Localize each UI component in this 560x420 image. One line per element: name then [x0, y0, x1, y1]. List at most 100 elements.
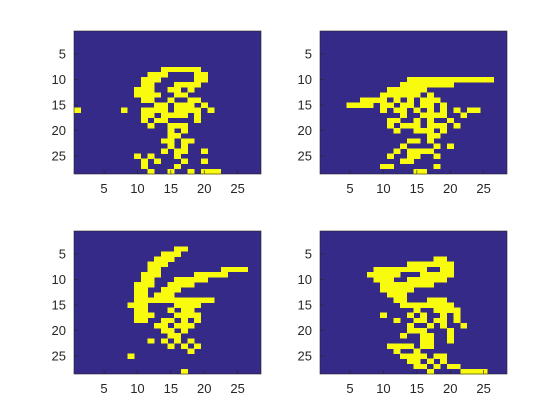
- pixel-on: [180, 92, 188, 98]
- pixel-on: [160, 138, 168, 144]
- pixel-on: [393, 148, 401, 154]
- pixel-on: [426, 271, 434, 278]
- pixel-on: [380, 276, 388, 283]
- pixel-on: [400, 102, 408, 108]
- pixel-on: [406, 153, 414, 159]
- pixel-on: [140, 87, 148, 93]
- pixel-on: [174, 276, 182, 283]
- pixel-on: [180, 148, 188, 154]
- pixel-on: [207, 168, 215, 175]
- pixel-on: [167, 297, 175, 303]
- pixel-on: [380, 102, 388, 108]
- pixel-on: [393, 348, 401, 354]
- pixel-on: [406, 276, 414, 283]
- pixel-on: [413, 138, 421, 144]
- pixel-on: [160, 102, 168, 108]
- pixel-on: [400, 107, 408, 114]
- pixel-on: [194, 97, 202, 103]
- pixel-on: [167, 112, 175, 119]
- pixel-on: [460, 322, 468, 329]
- pixel-on: [174, 282, 182, 288]
- pixel-on: [180, 138, 188, 144]
- pixel-on: [194, 312, 202, 319]
- pixel-on: [400, 333, 408, 339]
- pixel-on: [167, 87, 175, 93]
- pixel-on: [380, 287, 388, 293]
- pixel-on: [167, 287, 175, 293]
- pixel-on: [174, 122, 182, 129]
- pixel-on: [154, 107, 162, 114]
- pixel-on: [134, 302, 142, 308]
- pixel-on: [386, 92, 394, 98]
- pixel-on: [466, 107, 474, 114]
- pixel-on: [127, 353, 135, 359]
- pixel-on: [174, 87, 182, 93]
- pixel-on: [413, 122, 421, 129]
- pixel-on: [134, 287, 142, 293]
- pixel-on: [187, 276, 195, 283]
- pixel-on: [393, 287, 401, 293]
- pixel-on: [147, 112, 155, 119]
- pixel-on: [386, 343, 394, 349]
- pixel-on: [187, 297, 195, 303]
- pixel-on: [74, 107, 81, 114]
- pixel-on: [446, 143, 454, 149]
- x-tick-label: 25: [230, 381, 244, 396]
- pixel-on: [473, 107, 481, 114]
- pixel-on: [180, 112, 188, 119]
- pixel-on: [406, 302, 414, 308]
- pixel-on: [420, 328, 428, 334]
- x-tick-label: 5: [100, 181, 107, 196]
- pixel-on: [154, 292, 162, 298]
- pixel-on: [446, 261, 454, 268]
- pixel-on: [453, 307, 461, 314]
- y-tick-label: 20: [298, 123, 312, 138]
- x-tick-label: 10: [130, 181, 144, 196]
- pixel-on: [440, 128, 448, 134]
- pixel-on: [393, 107, 401, 114]
- pixel-on: [174, 66, 182, 73]
- pixel-on: [426, 82, 434, 88]
- pixel-on: [400, 122, 408, 129]
- x-tick-label: 15: [164, 181, 178, 196]
- pixel-on: [140, 163, 148, 170]
- pixel-on: [386, 87, 394, 93]
- pixel-on: [360, 102, 368, 108]
- pixel-on: [446, 363, 454, 370]
- y-tick-label: 5: [305, 46, 312, 61]
- pixel-on: [180, 368, 188, 375]
- pixel-on: [160, 148, 168, 154]
- panel-bottom-left: 5 10 15 20 25 5 10 15 20 25: [52, 230, 262, 396]
- pixel-on: [140, 107, 148, 114]
- pixel-on: [380, 271, 388, 278]
- pixel-on: [194, 343, 202, 349]
- pixel-on: [187, 168, 195, 175]
- pixel-on: [154, 76, 162, 83]
- pixel-on: [147, 76, 155, 83]
- pixel-on: [200, 276, 208, 283]
- pixel-on: [426, 322, 434, 329]
- axes-frame: [319, 30, 508, 175]
- pixel-on: [187, 302, 195, 308]
- pixel-on: [440, 256, 448, 262]
- pixel-on: [413, 117, 421, 124]
- y-tick-label: 10: [52, 272, 66, 287]
- pixel-on: [393, 92, 401, 98]
- pixel-on: [446, 333, 454, 339]
- pixel-on: [446, 117, 454, 124]
- pixel-on: [167, 133, 175, 139]
- pixel-on: [194, 297, 202, 303]
- y-tick-label: 10: [298, 272, 312, 287]
- pixel-on: [154, 117, 162, 124]
- pixel-on: [413, 128, 421, 134]
- pixel-on: [373, 276, 381, 283]
- y-tick-label: 10: [52, 72, 66, 87]
- pixel-on: [167, 343, 175, 349]
- pixel-on: [180, 322, 188, 329]
- pixel-on: [174, 333, 182, 339]
- panel-bottom-right: 5 10 15 20 25 5 10 15 20 25: [298, 230, 508, 396]
- pixel-on: [413, 153, 421, 159]
- x-tick-label: 20: [197, 181, 211, 196]
- pixel-on: [154, 92, 162, 98]
- pixel-on: [174, 302, 182, 308]
